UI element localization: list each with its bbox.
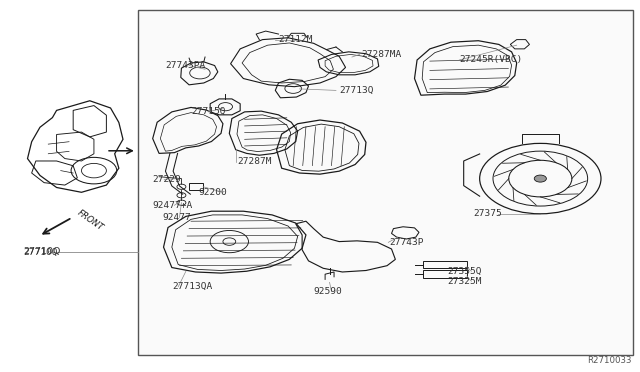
Text: 27325M: 27325M [448,277,482,286]
Text: 27229: 27229 [152,175,180,184]
Text: 27287M: 27287M [237,157,271,166]
Text: 27287MA: 27287MA [362,50,402,59]
Text: 92200: 92200 [198,188,227,197]
Text: 27375: 27375 [473,209,502,218]
Text: 27245R(VBC): 27245R(VBC) [460,55,522,64]
Bar [189,183,203,190]
Text: 27355Q: 27355Q [448,267,482,276]
Bar [424,270,467,278]
Text: 92590: 92590 [314,287,342,296]
Bar [138,10,633,355]
Text: 27743P: 27743P [389,238,424,247]
Text: 27112M: 27112M [278,35,313,44]
Text: R2710033: R2710033 [587,356,632,365]
Text: 27743PA: 27743PA [166,61,205,70]
Bar [424,261,467,268]
Circle shape [534,175,547,182]
Text: 27713Q: 27713Q [339,86,374,95]
Text: 92477: 92477 [163,213,191,222]
Text: 27710Q: 27710Q [24,247,61,256]
Text: 27713QA: 27713QA [172,282,212,291]
Text: 27710Q: 27710Q [23,248,58,257]
Text: 27715Q: 27715Q [191,108,225,116]
Text: 92477+A: 92477+A [152,201,192,210]
Text: FRONT: FRONT [76,208,106,232]
